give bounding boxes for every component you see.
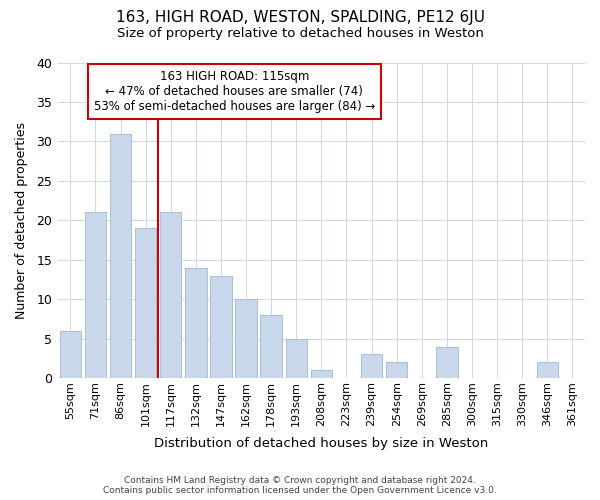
Bar <box>185 268 206 378</box>
Text: 163, HIGH ROAD, WESTON, SPALDING, PE12 6JU: 163, HIGH ROAD, WESTON, SPALDING, PE12 6… <box>115 10 485 25</box>
Bar <box>311 370 332 378</box>
Bar <box>536 362 558 378</box>
Bar <box>135 228 157 378</box>
Bar <box>59 331 81 378</box>
Text: 163 HIGH ROAD: 115sqm
← 47% of detached houses are smaller (74)
53% of semi-deta: 163 HIGH ROAD: 115sqm ← 47% of detached … <box>94 70 375 114</box>
Bar <box>260 315 282 378</box>
Bar <box>110 134 131 378</box>
Bar <box>85 212 106 378</box>
Bar <box>436 346 458 378</box>
Bar <box>235 299 257 378</box>
Bar <box>386 362 407 378</box>
Text: Contains HM Land Registry data © Crown copyright and database right 2024.
Contai: Contains HM Land Registry data © Crown c… <box>103 476 497 495</box>
Text: Size of property relative to detached houses in Weston: Size of property relative to detached ho… <box>116 28 484 40</box>
X-axis label: Distribution of detached houses by size in Weston: Distribution of detached houses by size … <box>154 437 488 450</box>
Bar <box>286 338 307 378</box>
Bar <box>361 354 382 378</box>
Bar <box>210 276 232 378</box>
Bar <box>160 212 181 378</box>
Y-axis label: Number of detached properties: Number of detached properties <box>15 122 28 319</box>
